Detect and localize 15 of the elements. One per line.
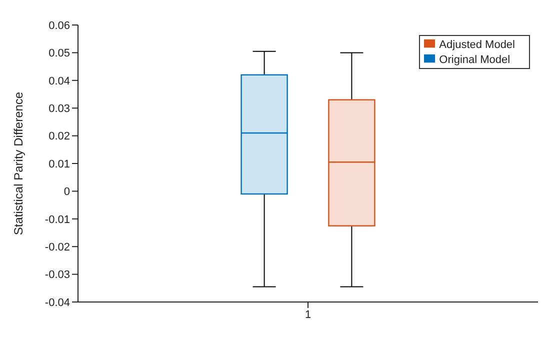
y-tick-label: 0.02 [48,130,70,143]
y-axis-title: Statistical Parity Difference [11,92,26,236]
legend-label: Original Model [439,54,510,66]
y-tick-label: -0.04 [44,296,70,309]
legend-label: Adjusted Model [439,39,515,51]
y-tick-label: 0.04 [48,75,70,88]
y-tick-label: 0 [64,186,70,198]
y-tick-label: -0.02 [44,242,70,254]
x-tick-label: 1 [304,308,312,321]
y-tick-label: 0.03 [48,103,70,116]
y-tick-label: 0.05 [48,48,70,60]
y-tick-label: 0.01 [48,158,70,170]
y-tick-label: -0.03 [44,269,70,282]
y-tick-label: 0.06 [48,20,70,32]
y-tick-label: -0.01 [44,214,70,226]
